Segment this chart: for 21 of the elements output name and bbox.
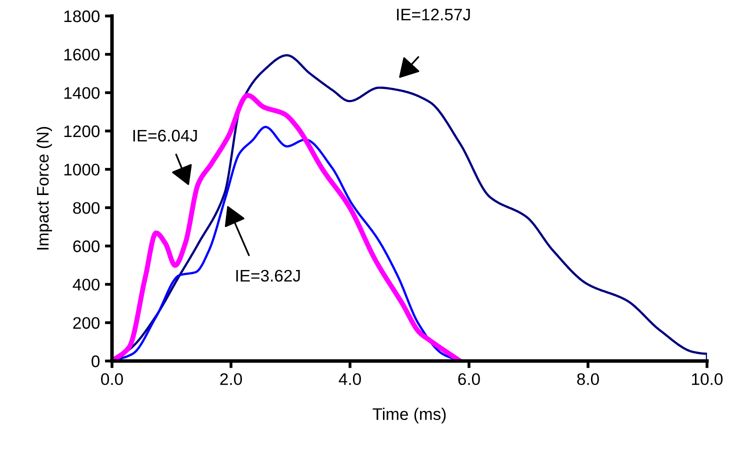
y-tick-label: 1600: [64, 48, 100, 61]
annotation: IE=6.04J: [133, 130, 197, 142]
y-tick-label: 200: [73, 317, 100, 329]
y-tick-label: 400: [72, 278, 100, 291]
y-tick-label: 1200: [64, 125, 100, 138]
y-tick-label: 1800: [64, 10, 100, 22]
x-tick-label: 4.0: [338, 373, 361, 386]
x-tick-label: 10.0: [692, 373, 723, 386]
y-tick-label: 1000: [64, 164, 100, 176]
x-axis-title: Time (ms): [372, 408, 446, 424]
annotation: IE=3.62J: [236, 270, 300, 282]
y-tick-label: 600: [73, 240, 100, 252]
y-tick-label: 1400: [64, 87, 100, 99]
x-tick-label: 8.0: [577, 373, 599, 386]
x-tick-label: 6.0: [458, 373, 480, 386]
annotation: IE=12.57J: [397, 8, 470, 20]
y-tick-label: 800: [73, 202, 100, 214]
y-tick-label: 0: [92, 355, 100, 368]
x-tick-label: 2.0: [220, 373, 242, 386]
y-axis-title: Impact Force (N): [36, 127, 52, 250]
x-tick-label: 0.0: [101, 373, 123, 386]
